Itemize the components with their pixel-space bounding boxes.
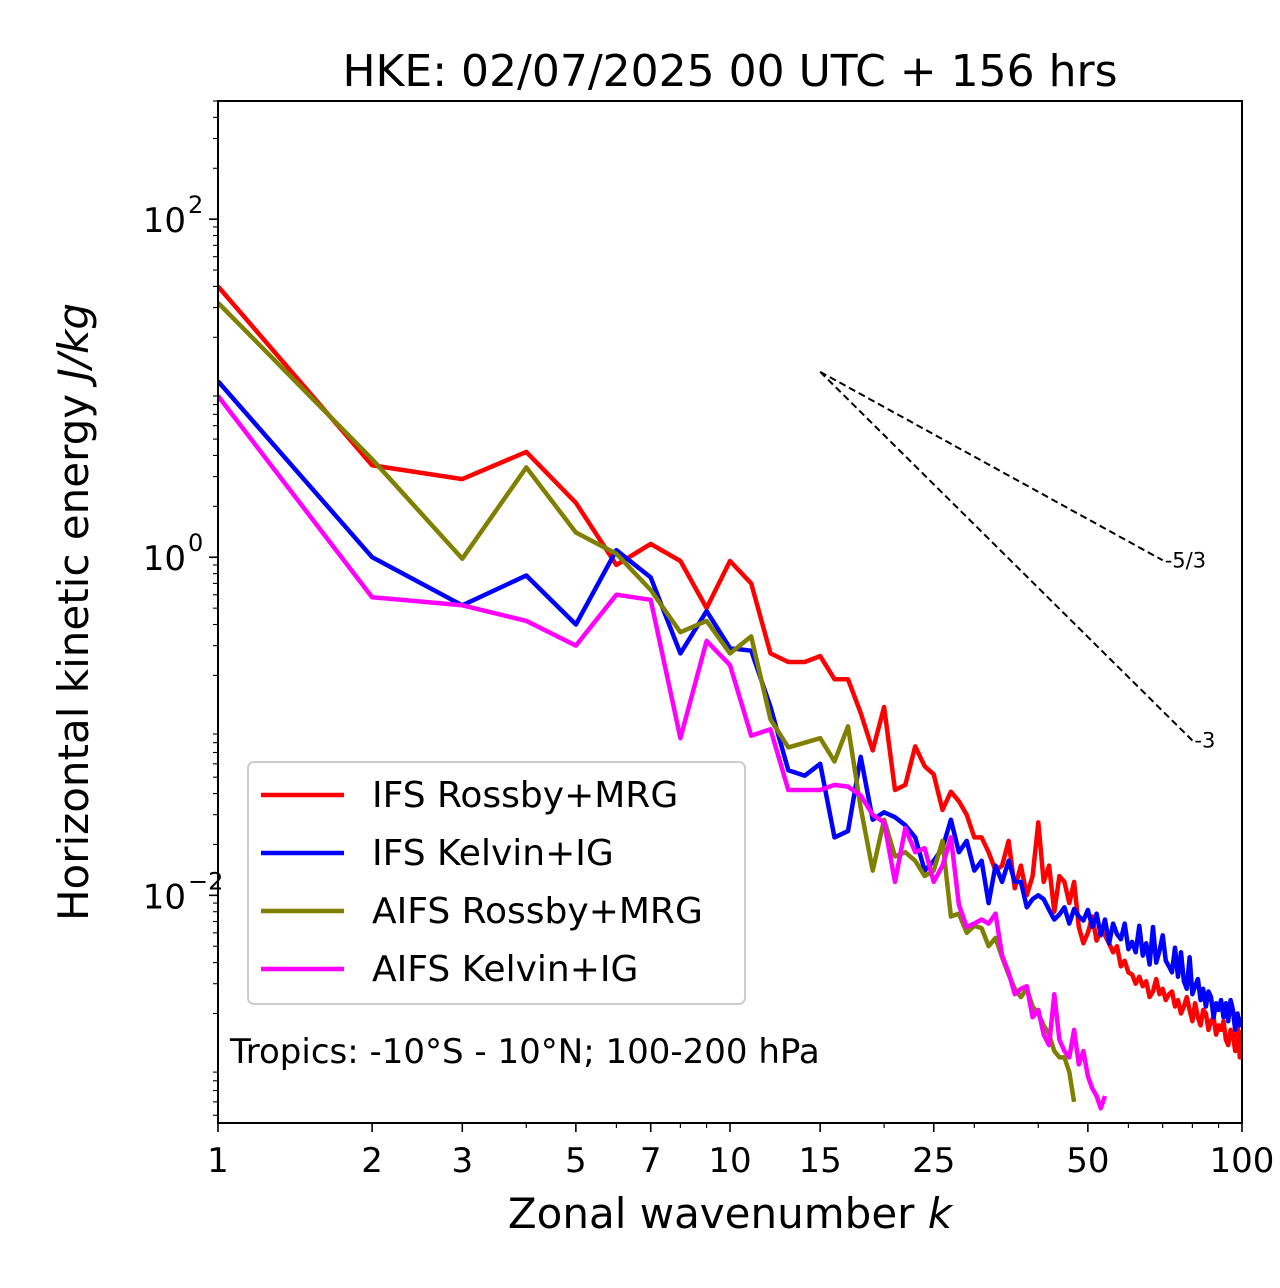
- y-tick-exponent: 2: [188, 191, 203, 219]
- plot-frame: [217, 100, 1243, 1124]
- x-tick-label: 100: [1210, 1141, 1275, 1181]
- x-tick-label: 7: [640, 1141, 662, 1181]
- y-tick-label: 10: [143, 877, 186, 917]
- y-axis-label: Horizontal kinetic energy J/kg: [49, 303, 98, 921]
- x-axis-label-text: Zonal wavenumber: [508, 1189, 928, 1238]
- x-tick-label: 3: [451, 1141, 473, 1181]
- legend-label: AIFS Rossby+MRG: [372, 891, 703, 932]
- x-tick-label: 25: [912, 1141, 955, 1181]
- legend: IFS Rossby+MRG IFS Kelvin+IG AIFS Rossby+M…: [247, 761, 746, 1005]
- y-axis-label-unit: J/kg: [49, 303, 98, 388]
- y-axis-label-text: Horizontal kinetic energy: [49, 381, 98, 922]
- reference-slope-label: -5/3: [1165, 548, 1206, 572]
- x-tick-label: 1: [207, 1141, 229, 1181]
- reference-slope-lines: -5/3 -3: [819, 370, 1215, 753]
- x-axis-label: Zonal wavenumber k: [508, 1189, 954, 1238]
- y-tick-exponent: 0: [188, 529, 203, 557]
- legend-label: IFS Kelvin+IG: [372, 833, 614, 874]
- reference-slope-line: [819, 370, 1164, 562]
- series-lines: [218, 284, 1242, 1111]
- legend-box: [247, 761, 746, 1005]
- series-line-ifs-kelvin-ig: [218, 379, 1242, 1033]
- x-axis-label-variable: k: [928, 1189, 954, 1238]
- reference-slope-label: -3: [1194, 729, 1215, 753]
- chart-title: HKE: 02/07/2025 00 UTC + 156 hrs: [342, 46, 1117, 97]
- x-tick-label: 15: [799, 1141, 842, 1181]
- x-tick-label: 2: [361, 1141, 383, 1181]
- region-annotation: Tropics: -10°S - 10°N; 100-200 hPa: [229, 1032, 820, 1072]
- legend-label: IFS Rossby+MRG: [372, 775, 678, 816]
- series-line-aifs-kelvin-ig: [218, 394, 1108, 1111]
- y-tick-label: 10: [143, 539, 186, 579]
- legend-label: AIFS Kelvin+IG: [372, 949, 638, 990]
- x-tick-label: 5: [565, 1141, 587, 1181]
- y-tick-label: 10: [143, 201, 186, 241]
- x-tick-label: 10: [708, 1141, 751, 1181]
- x-tick-label: 50: [1066, 1141, 1109, 1181]
- series-line-aifs-rossby-mrg: [218, 301, 1077, 1103]
- reference-slope-line: [819, 371, 1194, 742]
